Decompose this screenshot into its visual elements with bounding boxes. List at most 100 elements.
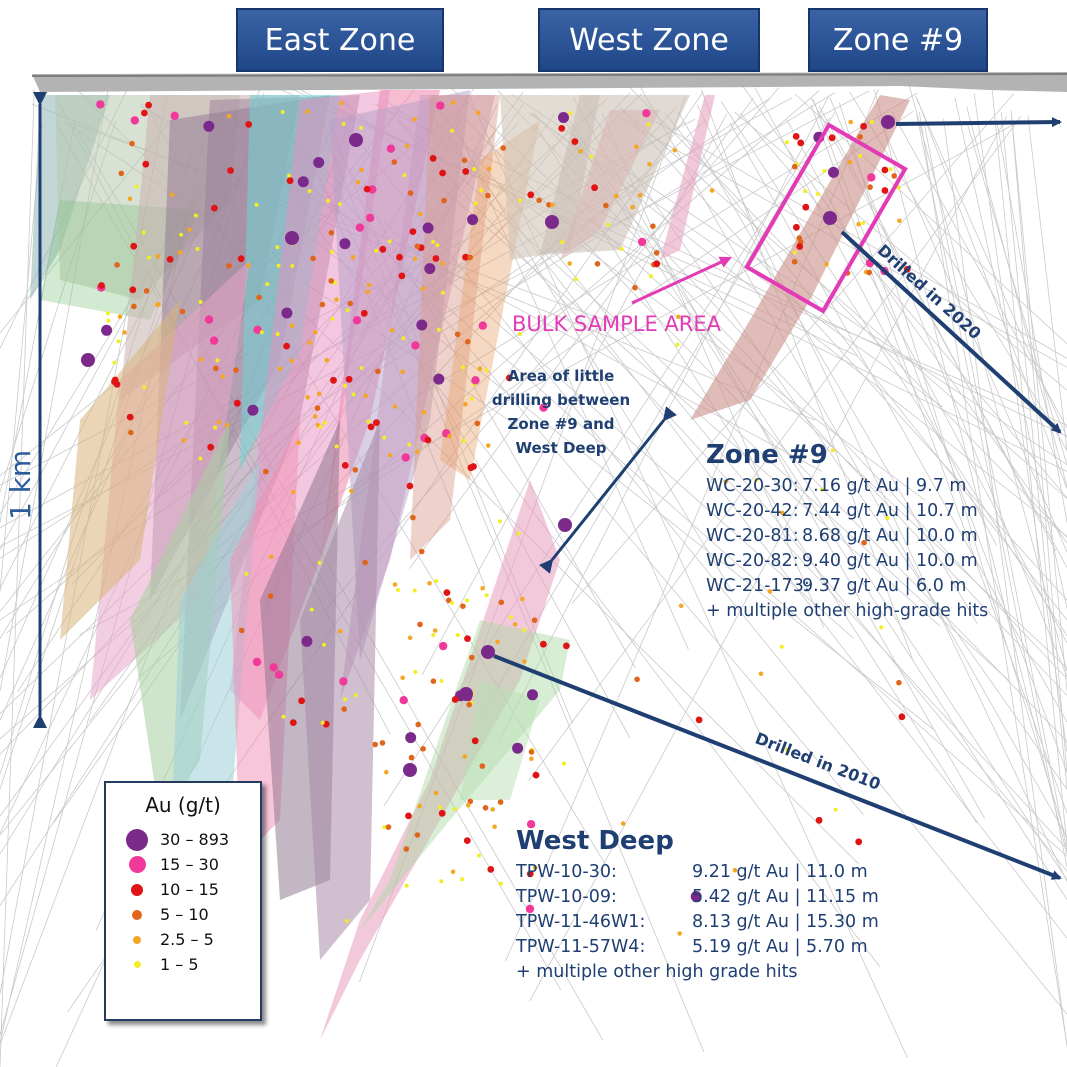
assay-dot	[317, 560, 322, 565]
assay-dot	[379, 245, 387, 253]
bulk-sample-label: BULK SAMPLE AREA	[512, 312, 722, 336]
west-deep-hit-row: TPW-10-30: 9.21 g/t Au | 11.0 m	[516, 860, 879, 885]
legend-item: 30 – 893	[106, 827, 260, 852]
drill-trace	[0, 89, 35, 1067]
zone9-note: + multiple other high-grade hits	[706, 601, 989, 621]
assay-dot	[359, 366, 364, 370]
assay-dot	[792, 133, 800, 140]
assay-dot	[131, 303, 137, 310]
west-deep-hole-result: 9.21 g/t Au | 11.0 m	[692, 862, 868, 882]
assay-dot	[404, 143, 410, 149]
assay-dot	[431, 239, 436, 244]
assay-dot	[275, 245, 280, 250]
assay-dot	[351, 392, 356, 397]
little-drilling-line-2: drilling between	[491, 391, 631, 409]
drill-trace	[916, 114, 1067, 868]
assay-dot	[352, 316, 362, 325]
legend-item: 15 – 30	[106, 852, 260, 877]
zone9-hit-row: WC-20-30: 7.16 g/t Au | 9.7 m	[706, 474, 988, 499]
assay-dot	[414, 832, 421, 838]
assay-dot	[439, 641, 448, 651]
assay-dot	[418, 548, 425, 555]
assay-dot	[436, 327, 441, 332]
assay-dot-high-grade	[459, 687, 473, 701]
assay-dot	[469, 654, 475, 661]
drill-trace	[567, 118, 1067, 881]
assay-dot	[676, 314, 681, 320]
assay-dot	[709, 188, 715, 193]
assay-dot	[275, 332, 280, 336]
assay-dot	[400, 369, 406, 375]
assay-dot	[263, 468, 269, 475]
assay-dot	[888, 167, 893, 172]
assay-dot	[441, 290, 445, 295]
zone9-hit-row: WC-20-42: 7.44 g/t Au | 10.7 m	[706, 499, 988, 524]
assay-dot	[424, 436, 432, 444]
assay-dot	[525, 904, 535, 914]
assay-dot	[480, 585, 486, 591]
assay-dot	[797, 139, 805, 147]
assay-dot	[204, 315, 214, 324]
drill-trace	[991, 89, 1067, 847]
assay-dot	[429, 155, 437, 162]
assay-dot	[675, 342, 680, 347]
assay-dot	[170, 111, 179, 121]
assay-dot	[558, 124, 566, 132]
assay-dot	[277, 366, 283, 371]
assay-dot	[233, 367, 239, 373]
legend-item: 1 – 5	[106, 952, 260, 977]
assay-dot	[484, 593, 489, 598]
assay-dot	[403, 846, 410, 852]
assay-dot	[244, 571, 249, 576]
assay-dot	[490, 807, 496, 812]
assay-dot	[471, 737, 479, 745]
drill-trace	[469, 97, 908, 1058]
assay-dot	[127, 196, 133, 201]
assay-dot	[410, 514, 416, 521]
legend-swatch	[133, 961, 141, 968]
assay-dot	[527, 689, 538, 701]
assay-dot	[532, 865, 538, 870]
assay-dot	[898, 713, 906, 721]
assay-dot	[372, 741, 379, 748]
assay-dot	[563, 642, 570, 650]
assay-dot	[522, 627, 527, 632]
assay-dot	[449, 600, 454, 605]
assay-dot	[280, 110, 285, 114]
west-deep-hole-result: 5.42 g/t Au | 11.15 m	[692, 887, 879, 907]
assay-dot-high-grade	[881, 115, 895, 129]
assay-dot	[536, 197, 542, 204]
assay-dot	[495, 639, 500, 645]
assay-dot	[421, 410, 427, 415]
assay-dot	[642, 109, 651, 118]
drill-trace	[919, 112, 1067, 1046]
assay-dot	[117, 314, 123, 320]
assay-dot	[301, 635, 313, 647]
assay-dot	[220, 374, 225, 379]
assay-dot	[130, 242, 138, 250]
assay-dot	[860, 122, 867, 130]
drill-trace	[1011, 116, 1067, 774]
assay-dot	[412, 256, 418, 262]
drill-trace	[325, 87, 780, 610]
assay-dot	[353, 693, 358, 698]
assay-dot	[603, 202, 609, 209]
assay-dot	[155, 253, 161, 259]
assay-dot	[385, 824, 392, 830]
assay-dot	[695, 716, 703, 724]
assay-dot	[438, 809, 446, 817]
assay-dot	[341, 121, 346, 126]
drill-trace	[529, 116, 1008, 1002]
assay-dot	[497, 519, 502, 524]
assay-dot	[283, 342, 290, 350]
zone-tab-west: West Zone	[538, 8, 760, 72]
assay-dot	[198, 357, 204, 362]
assay-dot	[855, 838, 863, 846]
assay-dot	[413, 669, 418, 674]
assay-dot	[528, 749, 535, 755]
assay-dot	[407, 190, 414, 196]
assay-dot	[402, 173, 407, 178]
assay-dot	[796, 235, 803, 241]
assay-dot	[105, 311, 110, 316]
assay-dot	[382, 435, 387, 440]
